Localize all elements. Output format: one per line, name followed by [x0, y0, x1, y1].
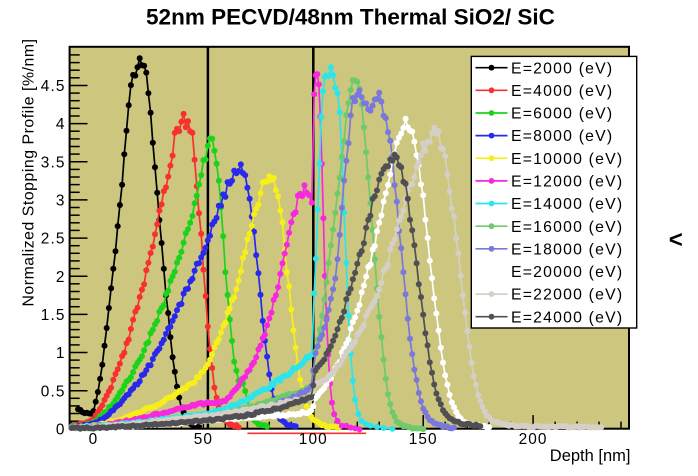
svg-text:3: 3: [56, 193, 66, 210]
svg-text:0: 0: [56, 421, 66, 438]
svg-text:50: 50: [194, 431, 213, 448]
svg-text:100: 100: [299, 431, 328, 448]
svg-text:E=2000 (eV): E=2000 (eV): [511, 60, 613, 77]
svg-text:E=24000 (eV): E=24000 (eV): [511, 309, 623, 326]
svg-text:E=10000 (eV): E=10000 (eV): [511, 151, 623, 168]
svg-text:0.5: 0.5: [41, 383, 66, 400]
svg-text:3.5: 3.5: [41, 154, 66, 171]
svg-text:<: <: [669, 227, 683, 254]
svg-text:1.5: 1.5: [41, 307, 66, 324]
svg-text:0: 0: [89, 431, 99, 448]
svg-text:52nm PECVD/48nm Thermal SiO2/: 52nm PECVD/48nm Thermal SiO2/ SiC: [146, 5, 555, 30]
svg-text:E=6000 (eV): E=6000 (eV): [511, 106, 613, 123]
svg-text:1: 1: [56, 345, 66, 362]
svg-text:4: 4: [56, 116, 66, 133]
svg-text:E=22000 (eV): E=22000 (eV): [511, 287, 623, 304]
svg-text:E=16000 (eV): E=16000 (eV): [511, 219, 623, 236]
svg-text:200: 200: [519, 431, 548, 448]
svg-text:E=18000 (eV): E=18000 (eV): [511, 241, 623, 258]
svg-text:2: 2: [56, 269, 66, 286]
svg-text:150: 150: [409, 431, 438, 448]
svg-text:E=14000 (eV): E=14000 (eV): [511, 196, 623, 213]
svg-text:2.5: 2.5: [41, 231, 66, 248]
svg-text:E=8000 (eV): E=8000 (eV): [511, 128, 613, 145]
svg-text:E=20000 (eV): E=20000 (eV): [511, 264, 623, 281]
svg-text:Normalized Stopping Profile [%: Normalized Stopping Profile [%/nm]: [21, 38, 38, 306]
svg-text:4.5: 4.5: [41, 78, 66, 95]
svg-text:Depth [nm]: Depth [nm]: [550, 447, 631, 465]
svg-text:E=4000 (eV): E=4000 (eV): [511, 83, 613, 100]
svg-text:E=12000 (eV): E=12000 (eV): [511, 174, 623, 191]
